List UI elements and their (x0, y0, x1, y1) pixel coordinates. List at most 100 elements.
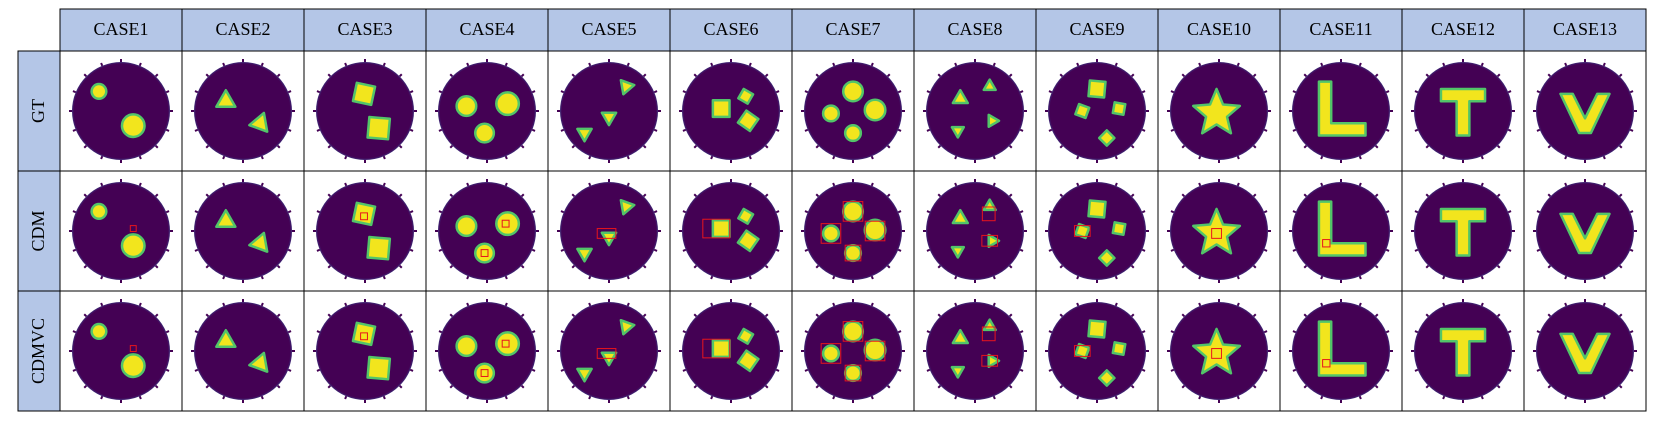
blob-circle (841, 80, 865, 103)
electrode (1618, 384, 1623, 389)
disc (1292, 62, 1390, 160)
electrode (897, 90, 902, 94)
electrode (531, 368, 536, 372)
blob-triangle (215, 208, 237, 228)
electrode (1048, 368, 1053, 372)
disc (682, 302, 780, 400)
electrode (438, 248, 443, 252)
blob-star (1191, 87, 1242, 135)
electrode (710, 155, 714, 160)
electrode (1385, 90, 1390, 94)
blob-circle (120, 113, 146, 139)
electrode (1425, 144, 1430, 149)
electrode (626, 155, 630, 160)
electrode (194, 330, 199, 334)
electrode (1496, 193, 1501, 198)
electrode (642, 73, 647, 78)
blob-circle (90, 82, 108, 101)
electrode (72, 248, 77, 252)
electrode (1076, 155, 1080, 160)
electrode (937, 193, 942, 198)
electrode (222, 182, 226, 187)
electrode (682, 90, 687, 94)
electrode (1252, 264, 1257, 269)
electrode (449, 193, 454, 198)
electrode (154, 144, 159, 149)
electrode (382, 275, 386, 280)
image-cell (181, 290, 305, 412)
blob-circle (843, 123, 863, 143)
blob-circle (843, 363, 863, 383)
blob-triangle (215, 88, 237, 108)
electrode (1263, 90, 1268, 94)
disc (72, 182, 170, 280)
electrode (344, 155, 348, 160)
electrode (992, 182, 996, 187)
image-cell (303, 50, 427, 172)
electrode (588, 182, 592, 187)
image-cell (425, 170, 549, 292)
electrode (1170, 128, 1175, 132)
blob-circle (455, 335, 478, 358)
electrode (327, 264, 332, 269)
electrode (504, 395, 508, 400)
highlight-box (129, 345, 137, 352)
disc (438, 62, 536, 160)
electrode (832, 155, 836, 160)
electrode (1263, 330, 1268, 334)
electrode (344, 62, 348, 67)
disc (1536, 62, 1634, 160)
electrode (520, 144, 525, 149)
disc (438, 182, 536, 280)
electrode (1181, 384, 1186, 389)
electrode (205, 73, 210, 78)
electrode (154, 264, 159, 269)
electrode (1292, 90, 1297, 94)
disc (1048, 62, 1146, 160)
electrode (682, 128, 687, 132)
disc (1292, 302, 1390, 400)
electrode (409, 330, 414, 334)
electrode (1536, 90, 1541, 94)
electrode (560, 128, 565, 132)
electrode (1303, 384, 1308, 389)
electrode (1564, 62, 1568, 67)
disc (926, 182, 1024, 280)
image-cell (547, 170, 671, 292)
electrode (804, 248, 809, 252)
electrode (409, 128, 414, 132)
electrode (531, 210, 536, 214)
electrode (1480, 155, 1484, 160)
blob-triangle (248, 231, 269, 253)
electrode (504, 302, 508, 307)
highlight-box (702, 218, 731, 239)
blob-triangle (215, 328, 237, 348)
header-cell (59, 8, 183, 52)
blob-triangle (248, 351, 269, 373)
image-cell (1279, 50, 1403, 172)
electrode (804, 90, 809, 94)
electrode (626, 302, 630, 307)
electrode (165, 90, 170, 94)
electrode (205, 384, 210, 389)
electrode (626, 182, 630, 187)
electrode (205, 144, 210, 149)
electrode (138, 275, 142, 280)
electrode (1303, 144, 1308, 149)
blob-square (1087, 79, 1107, 99)
electrode (1480, 182, 1484, 187)
electrode (1141, 210, 1146, 214)
electrode (588, 62, 592, 67)
electrode (870, 302, 874, 307)
electrode (1114, 275, 1118, 280)
electrode (504, 62, 508, 67)
electrode (205, 264, 210, 269)
electrode (1170, 90, 1175, 94)
electrode (815, 313, 820, 318)
electrode (531, 248, 536, 252)
electrode (954, 62, 958, 67)
blob-circle (821, 104, 841, 123)
electrode (1263, 368, 1268, 372)
electrode (937, 384, 942, 389)
electrode (1181, 264, 1186, 269)
